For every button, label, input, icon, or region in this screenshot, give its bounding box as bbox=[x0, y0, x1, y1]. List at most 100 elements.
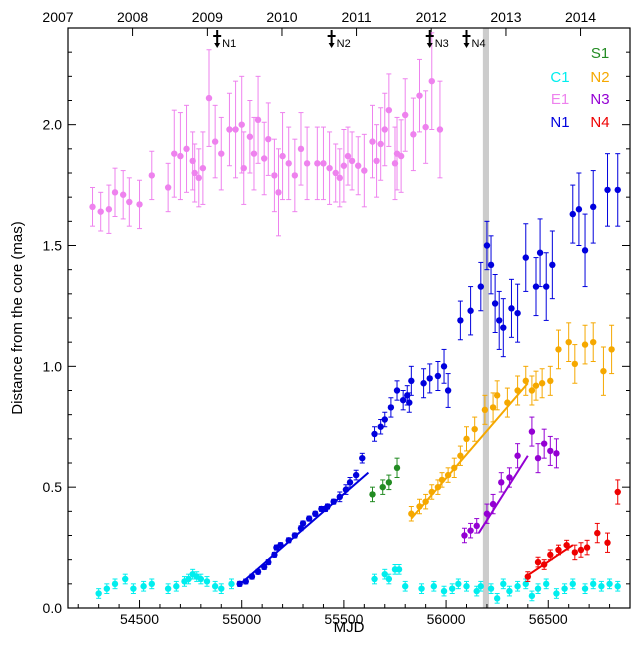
series-S1 bbox=[369, 457, 401, 503]
data-point-N4 bbox=[555, 544, 562, 556]
marker-arrowhead bbox=[328, 43, 335, 48]
point-marker bbox=[422, 123, 429, 131]
y-tick-label: 0.0 bbox=[43, 600, 63, 616]
point-marker bbox=[373, 157, 380, 165]
data-point-N1 bbox=[305, 515, 313, 522]
point-marker bbox=[571, 549, 579, 556]
data-point-E1 bbox=[164, 162, 172, 213]
point-marker bbox=[608, 346, 615, 353]
ejection-marker-N1: N1 bbox=[213, 30, 236, 50]
legend: S1 C1 N2 E1 N3 N1 N4 bbox=[550, 45, 609, 131]
y-tick-label: 0.5 bbox=[43, 479, 63, 495]
point-marker bbox=[340, 162, 348, 169]
point-marker bbox=[359, 454, 366, 462]
data-point-E1 bbox=[361, 133, 368, 208]
point-marker bbox=[348, 157, 356, 165]
data-point-C1 bbox=[95, 588, 102, 599]
data-point-C1 bbox=[493, 593, 501, 604]
data-point-E1 bbox=[271, 138, 278, 213]
data-point-N1 bbox=[581, 213, 589, 288]
point-marker bbox=[136, 201, 143, 208]
data-point-C1 bbox=[553, 588, 560, 599]
data-point-N4 bbox=[524, 571, 532, 582]
data-point-N2 bbox=[457, 445, 464, 466]
data-point-N1 bbox=[336, 491, 344, 503]
data-point-C1 bbox=[218, 583, 225, 594]
x-axis-title: MJD bbox=[334, 619, 365, 636]
data-point-C1 bbox=[173, 580, 180, 592]
data-point-E1 bbox=[105, 184, 113, 234]
legend-label-C1: C1 bbox=[550, 69, 569, 86]
point-marker bbox=[493, 392, 501, 399]
point-marker bbox=[126, 198, 133, 206]
data-point-C1 bbox=[402, 580, 409, 592]
data-point-E1 bbox=[199, 131, 207, 205]
point-marker bbox=[410, 131, 417, 138]
point-marker bbox=[500, 324, 507, 331]
data-point-C1 bbox=[371, 573, 378, 585]
data-point-N1 bbox=[483, 220, 491, 271]
point-marker bbox=[543, 580, 550, 588]
data-point-E1 bbox=[377, 107, 384, 181]
point-marker bbox=[422, 498, 429, 505]
data-point-N4 bbox=[563, 539, 570, 551]
data-point-N1 bbox=[477, 261, 485, 312]
point-marker bbox=[381, 570, 388, 578]
data-point-N1 bbox=[285, 537, 292, 544]
fit-line-N2 bbox=[410, 382, 529, 520]
point-marker bbox=[371, 575, 378, 583]
point-marker bbox=[461, 532, 468, 539]
point-marker bbox=[379, 483, 386, 491]
data-point-N3 bbox=[483, 503, 491, 524]
data-point-N2 bbox=[444, 467, 452, 483]
point-marker bbox=[381, 126, 388, 133]
data-point-E1 bbox=[240, 131, 247, 205]
point-marker bbox=[614, 186, 621, 194]
point-marker bbox=[408, 377, 415, 385]
data-point-N1 bbox=[575, 172, 583, 246]
data-point-N4 bbox=[583, 539, 591, 556]
point-marker bbox=[522, 580, 529, 588]
data-point-N1 bbox=[508, 278, 515, 338]
point-marker bbox=[279, 152, 286, 160]
data-point-E1 bbox=[373, 124, 380, 198]
point-marker bbox=[491, 300, 499, 307]
legend-label-N4: N4 bbox=[590, 114, 609, 131]
data-point-E1 bbox=[416, 58, 423, 133]
point-marker bbox=[254, 568, 262, 575]
data-point-N3 bbox=[540, 428, 548, 459]
point-marker bbox=[199, 164, 207, 172]
point-marker bbox=[416, 92, 423, 99]
data-point-E1 bbox=[148, 150, 155, 201]
point-marker bbox=[352, 471, 360, 479]
point-marker bbox=[173, 583, 180, 590]
point-marker bbox=[285, 160, 292, 167]
point-marker bbox=[183, 145, 190, 153]
data-point-E1 bbox=[422, 90, 429, 164]
point-marker bbox=[600, 367, 607, 375]
data-point-N1 bbox=[359, 452, 366, 464]
data-point-N1 bbox=[271, 551, 278, 559]
point-marker bbox=[477, 283, 485, 290]
point-marker bbox=[506, 587, 513, 595]
data-point-E1 bbox=[291, 138, 299, 213]
data-point-E1 bbox=[254, 75, 262, 164]
legend-label-N2: N2 bbox=[590, 69, 609, 86]
point-marker bbox=[581, 585, 589, 592]
point-marker bbox=[260, 155, 268, 162]
data-point-N2 bbox=[493, 380, 501, 411]
point-marker bbox=[420, 380, 427, 387]
point-marker bbox=[540, 440, 548, 447]
point-marker bbox=[522, 377, 529, 385]
point-marker bbox=[524, 573, 532, 580]
point-marker bbox=[498, 479, 505, 486]
data-point-N3 bbox=[489, 493, 497, 515]
data-point-N4 bbox=[577, 542, 585, 558]
series-N4 bbox=[524, 479, 621, 582]
point-marker bbox=[89, 203, 96, 211]
data-point-E1 bbox=[354, 136, 362, 196]
point-marker bbox=[240, 164, 247, 172]
data-point-N2 bbox=[504, 387, 511, 418]
data-point-E1 bbox=[344, 126, 352, 186]
data-point-E1 bbox=[385, 73, 393, 147]
